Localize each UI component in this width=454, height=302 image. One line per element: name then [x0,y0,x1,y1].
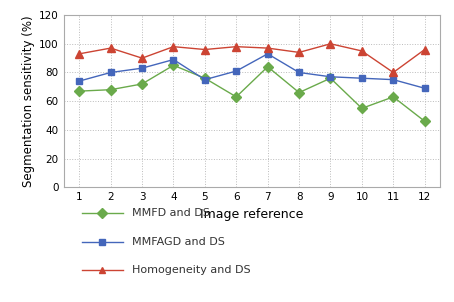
Homogeneity and DS [328,42,333,46]
MMFAGD and DS [202,78,207,82]
Line: MMFD and DS: MMFD and DS [76,62,428,125]
MMFAGD and DS [171,58,176,61]
MMFAGD and DS [422,86,427,90]
X-axis label: Image reference: Image reference [200,208,304,221]
MMFD and DS [202,76,207,80]
MMFD and DS [390,95,396,99]
Homogeneity and DS [77,52,82,56]
MMFD and DS [108,88,114,92]
MMFD and DS [77,89,82,93]
MMFAGD and DS [108,71,114,74]
MMFAGD and DS [359,76,365,80]
MMFAGD and DS [265,52,271,56]
MMFAGD and DS [296,71,302,74]
Line: Homogeneity and DS: Homogeneity and DS [75,40,429,77]
MMFAGD and DS [139,66,145,70]
Homogeneity and DS [390,71,396,74]
MMFD and DS [296,91,302,94]
MMFD and DS [359,107,365,110]
Homogeneity and DS [296,50,302,54]
MMFAGD and DS [77,79,82,83]
Y-axis label: Segmentation sensitivity (%): Segmentation sensitivity (%) [22,15,35,187]
Homogeneity and DS [359,49,365,53]
Homogeneity and DS [422,48,427,51]
Homogeneity and DS [202,48,207,51]
MMFD and DS [171,63,176,67]
Text: MMFD and DS: MMFD and DS [132,208,210,218]
Homogeneity and DS [265,46,271,50]
Homogeneity and DS [171,45,176,48]
MMFAGD and DS [328,75,333,79]
MMFD and DS [328,76,333,80]
MMFD and DS [422,119,427,123]
MMFD and DS [233,95,239,99]
Homogeneity and DS [233,45,239,48]
MMFD and DS [265,65,271,69]
Line: MMFAGD and DS: MMFAGD and DS [76,50,428,92]
Text: MMFAGD and DS: MMFAGD and DS [132,236,225,247]
Text: Homogeneity and DS: Homogeneity and DS [132,265,250,275]
Homogeneity and DS [108,46,114,50]
Homogeneity and DS [139,56,145,60]
MMFAGD and DS [390,78,396,82]
MMFD and DS [139,82,145,86]
MMFAGD and DS [233,69,239,73]
